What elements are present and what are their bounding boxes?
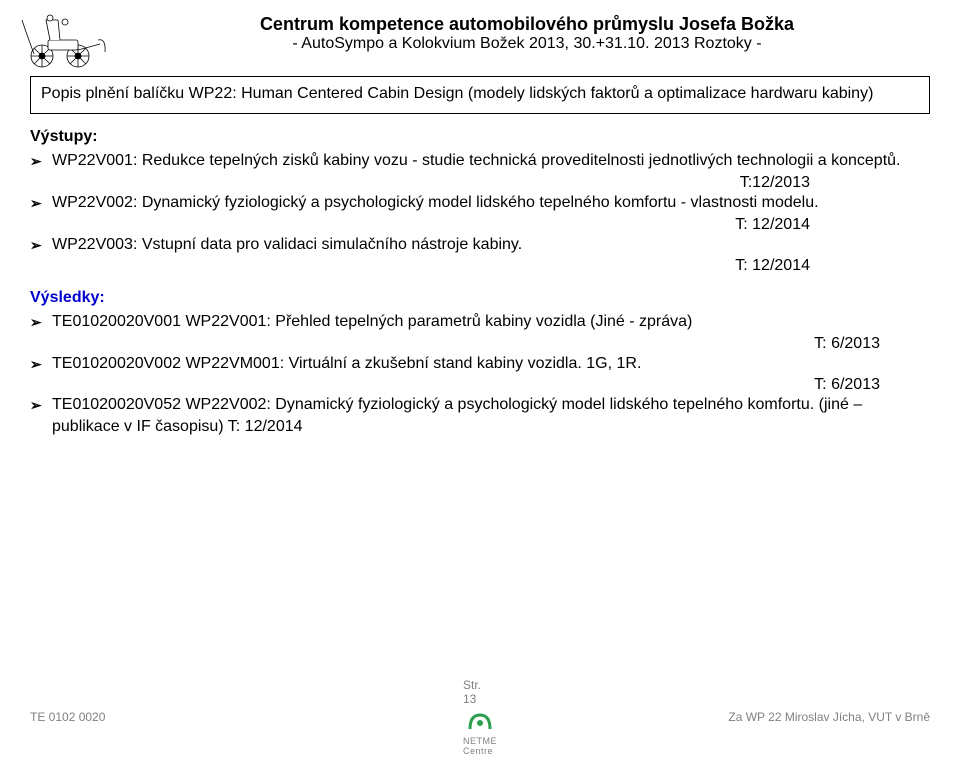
footer-center: Str. 13 NETME Centre (463, 678, 497, 756)
sub-title: - AutoSympo a Kolokvium Božek 2013, 30.+… (124, 35, 930, 53)
footer: TE 0102 0020 Str. 13 NETME Centre Za WP … (0, 678, 960, 756)
title-box-text: Popis plnění balíčku WP22: Human Centere… (41, 83, 919, 105)
vysledky-item-date: T: 6/2013 (30, 335, 880, 353)
content-area: Výstupy: ➢ WP22V001: Redukce tepelných z… (0, 114, 960, 437)
footer-page: Str. 13 (463, 678, 497, 706)
bullet-icon: ➢ (30, 311, 52, 332)
footer-right: Za WP 22 Miroslav Jícha, VUT v Brně (497, 710, 930, 724)
vysledky-item-text: TE01020020V002 WP22VM001: Virtuální a zk… (52, 353, 930, 375)
vystupy-item: ➢ WP22V003: Vstupní data pro validaci si… (30, 234, 930, 256)
header-text: Centrum kompetence automobilového průmys… (124, 10, 930, 53)
vystupy-item-date: T:12/2013 (30, 174, 810, 192)
vysledky-item: ➢ TE01020020V052 WP22V002: Dynamický fyz… (30, 394, 930, 437)
vysledky-item: ➢ TE01020020V001 WP22V001: Přehled tepel… (30, 311, 930, 333)
netme-icon (466, 709, 494, 733)
vysledky-item-text: TE01020020V001 WP22V001: Přehled tepelný… (52, 311, 930, 333)
main-title: Centrum kompetence automobilového průmys… (124, 14, 930, 35)
bullet-icon: ➢ (30, 192, 52, 213)
vystupy-item: ➢ WP22V001: Redukce tepelných zisků kabi… (30, 150, 930, 172)
carriage-logo (20, 10, 110, 70)
bullet-icon: ➢ (30, 234, 52, 255)
bullet-icon: ➢ (30, 394, 52, 415)
vystupy-heading: Výstupy: (30, 128, 930, 146)
vystupy-item-text: WP22V003: Vstupní data pro validaci simu… (52, 234, 930, 256)
vystupy-item: ➢ WP22V002: Dynamický fyziologický a psy… (30, 192, 930, 214)
netme-label: NETME Centre (463, 736, 497, 756)
vysledky-item-date: T: 6/2013 (30, 376, 880, 394)
title-box: Popis plnění balíčku WP22: Human Centere… (30, 76, 930, 114)
vystupy-item-date: T: 12/2014 (30, 216, 810, 234)
bullet-icon: ➢ (30, 150, 52, 171)
vystupy-item-date: T: 12/2014 (30, 257, 810, 275)
header-row: Centrum kompetence automobilového průmys… (0, 0, 960, 70)
bullet-icon: ➢ (30, 353, 52, 374)
vysledky-item-text: TE01020020V052 WP22V002: Dynamický fyzio… (52, 394, 930, 437)
vystupy-item-text: WP22V002: Dynamický fyziologický a psych… (52, 192, 930, 214)
vysledky-heading: Výsledky: (30, 289, 930, 307)
vysledky-item: ➢ TE01020020V002 WP22VM001: Virtuální a … (30, 353, 930, 375)
vystupy-item-text: WP22V001: Redukce tepelných zisků kabiny… (52, 150, 930, 172)
footer-left: TE 0102 0020 (30, 710, 463, 724)
